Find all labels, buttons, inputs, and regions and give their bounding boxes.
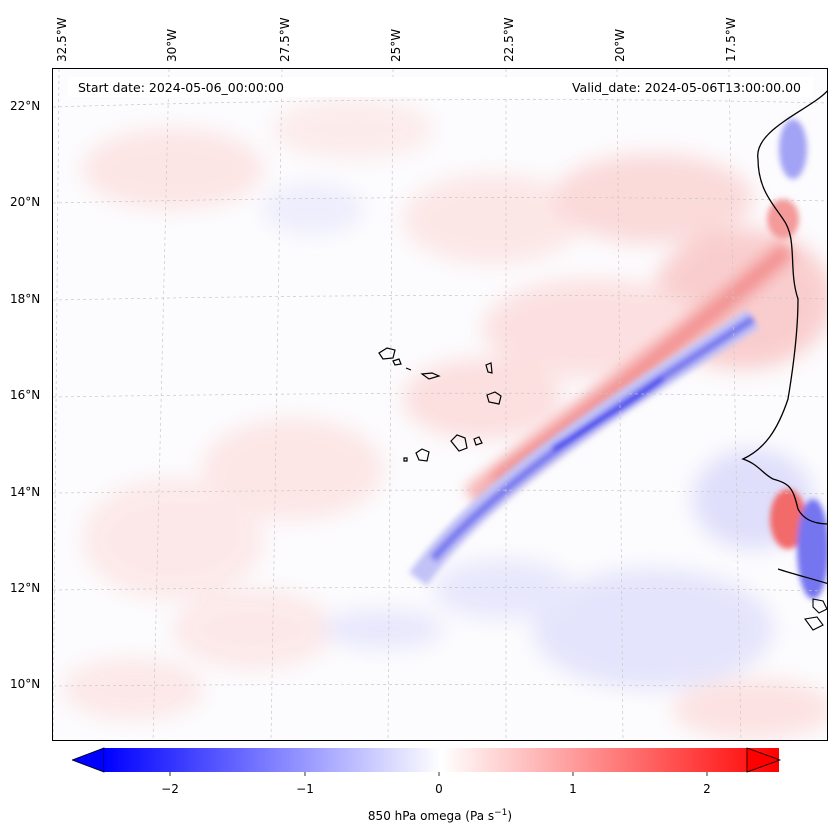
lat-label: 22°N bbox=[10, 99, 41, 113]
colorbar-label: 850 hPa omega (Pa s−1) bbox=[367, 808, 513, 823]
lon-label: 22.5°W bbox=[502, 17, 516, 62]
lat-label: 16°N bbox=[10, 388, 41, 402]
colorbar-tick-label: 1 bbox=[569, 782, 577, 796]
lon-label: 20°W bbox=[613, 28, 627, 62]
island-outlines bbox=[378, 347, 502, 462]
colorbar-ticks bbox=[169, 772, 708, 776]
colorbar-extend-high bbox=[746, 747, 782, 773]
gridlines bbox=[53, 69, 827, 740]
colorbar-extend-low bbox=[72, 747, 105, 773]
valid-date-label: Valid_date: 2024-05-06T13:00:00.00 bbox=[571, 80, 801, 95]
colorbar-tick-label: 2 bbox=[703, 782, 711, 796]
colorbar-tick-label: −2 bbox=[161, 782, 179, 796]
colorbar-tick-label: −1 bbox=[296, 782, 314, 796]
lat-label: 14°N bbox=[10, 485, 41, 499]
lat-label: 12°N bbox=[10, 581, 41, 595]
colorbar bbox=[72, 747, 782, 776]
lon-label: 17.5°W bbox=[724, 17, 738, 62]
lat-label: 18°N bbox=[10, 292, 41, 306]
header-band bbox=[68, 77, 813, 97]
colorbar-tick-label: 0 bbox=[435, 782, 443, 796]
coastline-south bbox=[777, 568, 827, 585]
lon-label: 30°W bbox=[165, 28, 179, 62]
coastline bbox=[741, 90, 827, 525]
lon-label: 25°W bbox=[389, 28, 403, 62]
colorbar-gradient bbox=[104, 748, 779, 772]
start-date-label: Start date: 2024-05-06_00:00:00 bbox=[78, 80, 284, 95]
map-plot-area[interactable]: Start date: 2024-05-06_00:00:00 Valid_da… bbox=[52, 68, 828, 741]
omega-field-map bbox=[53, 69, 827, 740]
lon-label: 32.5°W bbox=[55, 17, 69, 62]
coastal-islands bbox=[804, 598, 827, 631]
lat-label: 20°N bbox=[10, 195, 41, 209]
lat-label: 10°N bbox=[10, 677, 41, 691]
convergence-band-blue bbox=[409, 309, 759, 586]
lon-label: 27.5°W bbox=[278, 17, 292, 62]
